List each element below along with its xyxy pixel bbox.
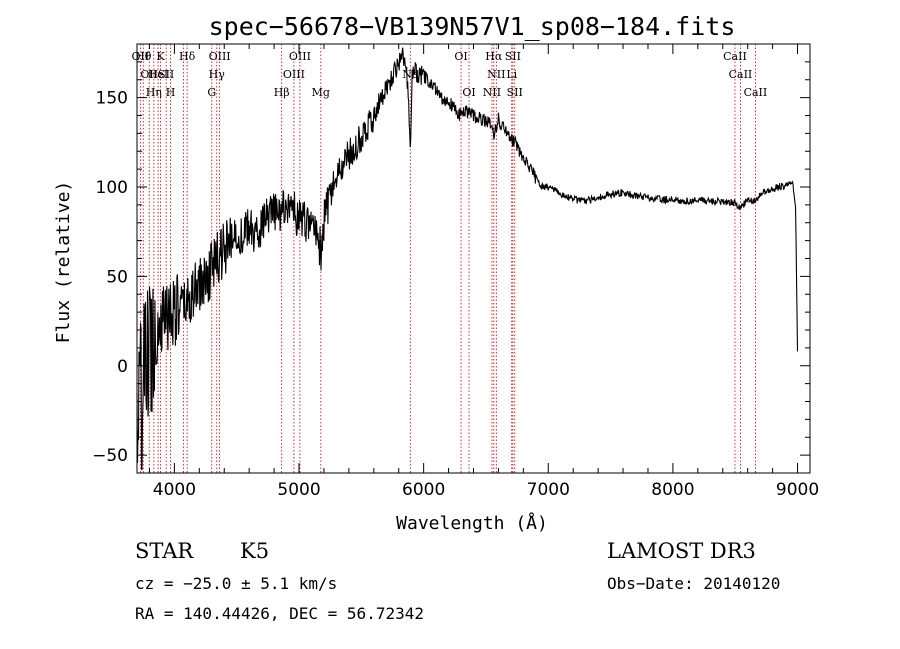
- chart-title: spec−56678−VB139N57V1_sp08−184.fits: [209, 12, 736, 41]
- x-axis-label: Wavelength (Å): [396, 512, 548, 534]
- object-class: STAR: [135, 539, 194, 563]
- y-tick-label-0: 0: [117, 357, 128, 377]
- x-tick-label-4000: 4000: [153, 480, 196, 500]
- line-label-4300-bot: G: [207, 86, 216, 99]
- line-label-3889-top: K: [156, 50, 165, 63]
- line-label-6364-bot: OI: [462, 86, 475, 99]
- y-tick-label-100: 100: [96, 178, 128, 198]
- line-label-3869-mid: HeI: [148, 68, 168, 81]
- y-axis-label: Flux (relative): [53, 181, 74, 344]
- x-tick-label-7000: 7000: [527, 480, 570, 500]
- line-label-3969-bot: H: [166, 86, 176, 99]
- y-tick-label--50: −50: [92, 446, 128, 466]
- line-label-4959-mid: OIII: [283, 68, 305, 81]
- coordinates: RA = 140.44426, DEC = 56.72342: [135, 604, 424, 623]
- x-tick-labels: 4000 5000 6000 7000 8000 9000: [153, 480, 819, 500]
- line-label-3835-bot: Hη: [146, 86, 162, 99]
- line-label-4861-bot: Hβ: [274, 86, 290, 99]
- line-label-4363-top: OIII: [209, 50, 231, 63]
- line-label-4102-top: Hδ: [179, 50, 196, 63]
- line-label-8498-top: CaII: [723, 50, 747, 63]
- axis-ticks: [137, 44, 810, 473]
- line-label-8542-mid: CaII: [729, 68, 753, 81]
- y-tick-labels: −50 0 50 100 150: [92, 89, 128, 467]
- spectral-subclass: K5: [240, 539, 270, 563]
- redshift-cz: cz = −25.0 ± 5.1 km/s: [135, 574, 338, 593]
- line-label-3798-mid: OII: [140, 68, 158, 81]
- line-label-5007-top: OIII: [289, 50, 311, 63]
- survey-name: LAMOST DR3: [607, 539, 756, 563]
- y-tick-label-50: 50: [106, 267, 128, 287]
- x-tick-label-5000: 5000: [277, 480, 320, 500]
- line-label-3727-top: OII: [132, 50, 150, 63]
- line-label-3750-top: Hθ: [135, 50, 152, 63]
- line-label-4340-mid: Hγ: [209, 68, 226, 81]
- x-tick-label-6000: 6000: [402, 480, 445, 500]
- line-label-6731-bot: SII: [507, 86, 523, 99]
- line-label-6716-top: SII: [505, 50, 521, 63]
- x-tick-label-9000: 9000: [776, 480, 819, 500]
- line-label-6548-bot: NII: [483, 86, 501, 99]
- line-label-3934-mid: SII: [158, 68, 174, 81]
- line-label-6300-top: OI: [454, 50, 467, 63]
- line-label-6563-top: Hα: [485, 50, 503, 63]
- y-tick-label-150: 150: [96, 89, 128, 109]
- x-tick-label-8000: 8000: [651, 480, 694, 500]
- emission-line-labels: OIIHθOIIHηHeIKSIIHHδGHγOIIIHβOIIIOIIIMgN…: [132, 50, 768, 99]
- line-label-8662-bot: CaII: [744, 86, 768, 99]
- flux-series-line: [136, 47, 799, 470]
- line-label-6583-mid: NII: [487, 68, 505, 81]
- line-label-6707-mid: Li: [506, 68, 517, 81]
- emission-line-markers: [139, 44, 756, 473]
- line-label-5175-bot: Mg: [312, 86, 330, 99]
- observation-date: Obs−Date: 20140120: [607, 574, 781, 593]
- plot-frame: [136, 43, 811, 474]
